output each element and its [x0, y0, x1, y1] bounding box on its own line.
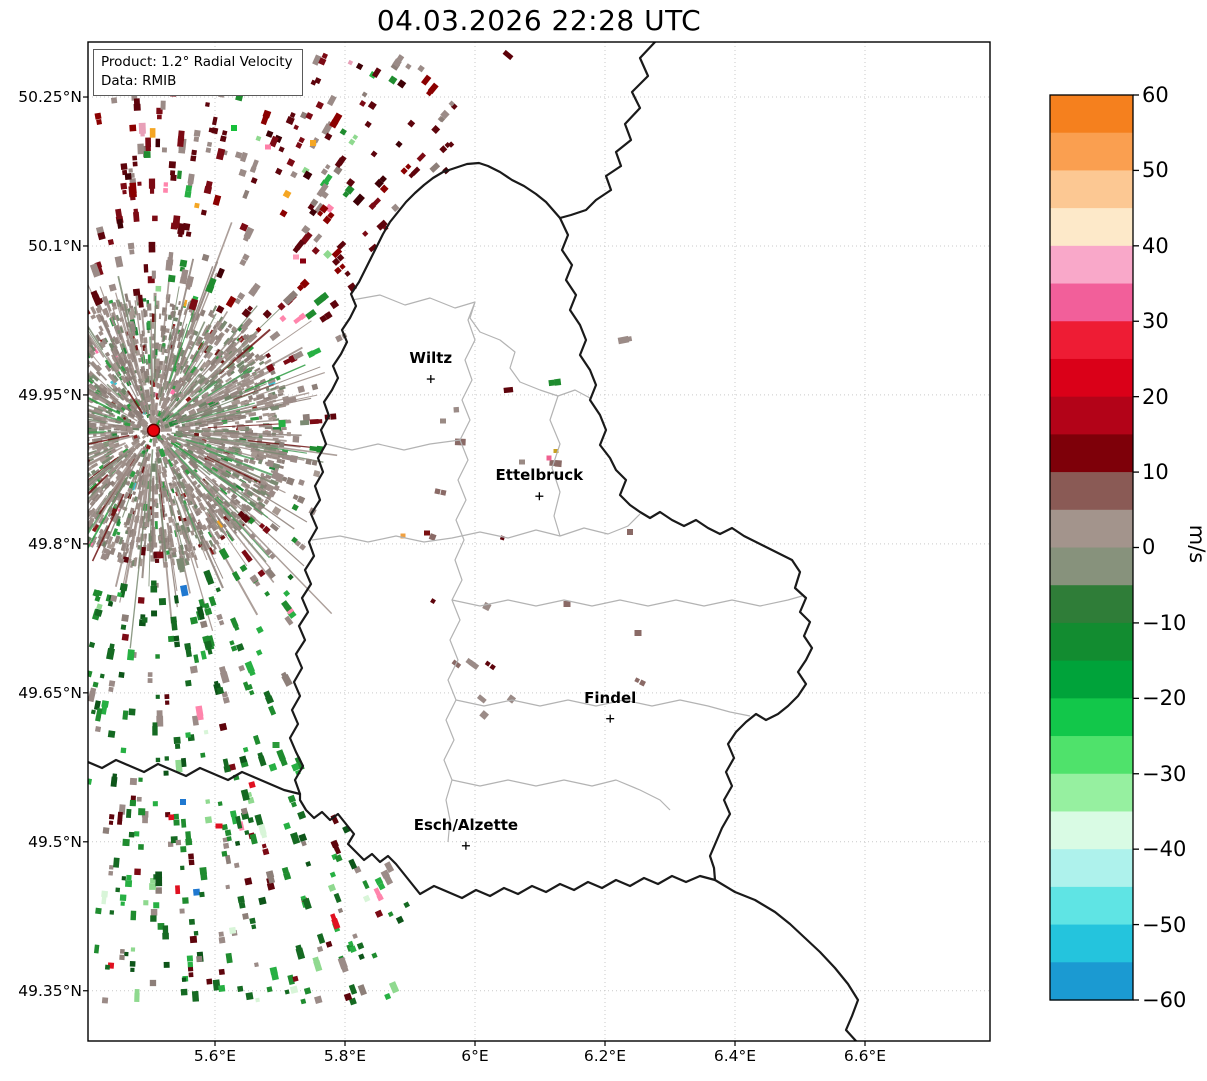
- product-line: Product: 1.2° Radial Velocity: [101, 54, 293, 70]
- colorbar-tick-label: −10: [1142, 611, 1187, 635]
- y-tick-label: 49.8°N: [28, 535, 82, 553]
- colorbar-units-label: m/s: [1185, 524, 1207, 564]
- colorbar-tick-label: 20: [1142, 385, 1169, 409]
- colorbar-tick-label: −40: [1142, 837, 1187, 861]
- colorbar-tick-label: −20: [1142, 686, 1187, 710]
- y-tick-label: 49.35°N: [18, 982, 82, 1000]
- y-tick-label: 49.5°N: [28, 833, 82, 851]
- colorbar-tick-label: 50: [1142, 158, 1169, 182]
- y-tick-label: 50.1°N: [28, 237, 82, 255]
- data-source-line: Data: RMIB: [101, 73, 177, 90]
- x-tick-label: 5.8°E: [323, 1047, 367, 1065]
- x-tick-label: 5.6°E: [193, 1047, 237, 1065]
- y-tick-label: 50.25°N: [18, 88, 82, 106]
- city-label-findel: Findel: [584, 688, 637, 707]
- x-tick-label: 6°E: [461, 1047, 489, 1065]
- city-label-wiltz: Wiltz: [409, 349, 453, 368]
- colorbar-tick-label: 10: [1142, 460, 1169, 484]
- city-label-esch-alzette: Esch/Alzette: [413, 815, 519, 834]
- colorbar-tick-label: 40: [1142, 234, 1169, 258]
- y-tick-label: 49.65°N: [18, 684, 82, 702]
- figure-title: 04.03.2026 22:28 UTC: [376, 4, 702, 37]
- colorbar-tick-label: 0: [1142, 535, 1156, 559]
- x-tick-label: 6.6°E: [843, 1047, 887, 1065]
- product-info-box: Product: 1.2° Radial Velocity Data: RMIB: [93, 49, 303, 97]
- colorbar-tick-label: −30: [1142, 762, 1187, 786]
- colorbar-tick-label: 30: [1142, 309, 1169, 333]
- x-tick-label: 6.2°E: [583, 1047, 627, 1065]
- y-tick-label: 49.95°N: [18, 386, 82, 404]
- city-label-ettelbruck: Ettelbruck: [495, 466, 584, 485]
- colorbar-tick-label: −50: [1142, 913, 1187, 937]
- x-tick-label: 6.4°E: [713, 1047, 757, 1065]
- colorbar-tick-label: 60: [1142, 83, 1169, 107]
- colorbar-tick-label: −60: [1142, 988, 1187, 1012]
